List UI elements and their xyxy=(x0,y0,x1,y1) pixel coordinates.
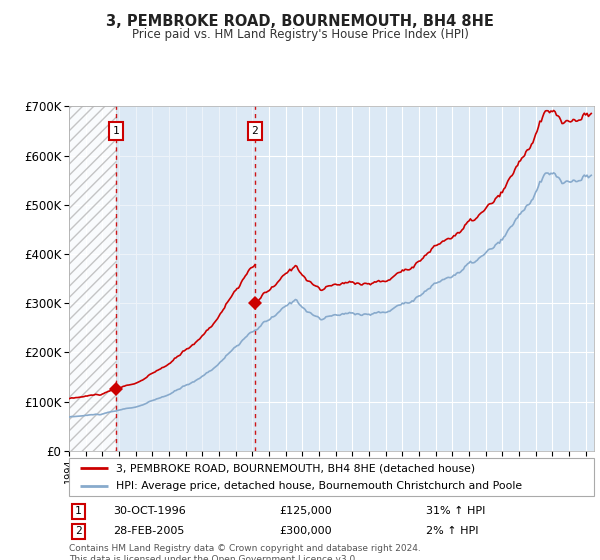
Text: 3, PEMBROKE ROAD, BOURNEMOUTH, BH4 8HE (detached house): 3, PEMBROKE ROAD, BOURNEMOUTH, BH4 8HE (… xyxy=(116,463,475,473)
Text: 2% ↑ HPI: 2% ↑ HPI xyxy=(426,526,479,536)
Text: 2: 2 xyxy=(251,126,259,136)
Bar xyxy=(116,106,255,451)
Text: 30-OCT-1996: 30-OCT-1996 xyxy=(113,506,187,516)
Text: HPI: Average price, detached house, Bournemouth Christchurch and Poole: HPI: Average price, detached house, Bour… xyxy=(116,481,523,491)
Text: £125,000: £125,000 xyxy=(279,506,332,516)
Text: 2: 2 xyxy=(75,526,82,536)
Text: 3, PEMBROKE ROAD, BOURNEMOUTH, BH4 8HE: 3, PEMBROKE ROAD, BOURNEMOUTH, BH4 8HE xyxy=(106,14,494,29)
Text: £300,000: £300,000 xyxy=(279,526,332,536)
Text: Price paid vs. HM Land Registry's House Price Index (HPI): Price paid vs. HM Land Registry's House … xyxy=(131,28,469,41)
Text: Contains HM Land Registry data © Crown copyright and database right 2024.
This d: Contains HM Land Registry data © Crown c… xyxy=(69,544,421,560)
Text: 1: 1 xyxy=(113,126,119,136)
Text: 1: 1 xyxy=(75,506,82,516)
Bar xyxy=(69,106,116,451)
Text: 31% ↑ HPI: 31% ↑ HPI xyxy=(426,506,485,516)
FancyBboxPatch shape xyxy=(69,458,594,496)
Text: 28-FEB-2005: 28-FEB-2005 xyxy=(113,526,185,536)
